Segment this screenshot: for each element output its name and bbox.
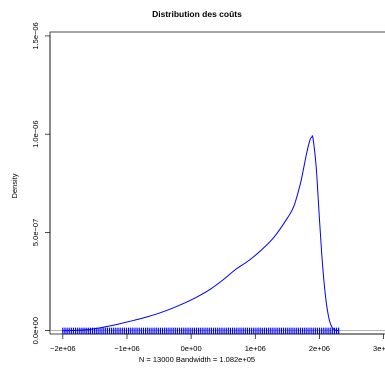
x-tick-label: 3e+06 <box>373 344 385 353</box>
y-tick-label: 5.0e−07 <box>31 219 40 246</box>
y-tick-label: 1.5e−06 <box>31 22 40 49</box>
rug-marks <box>62 327 340 334</box>
y-tick-label: 0.0e+00 <box>31 317 40 344</box>
axes: −2e+06 −1e+06 0e+00 1e+06 2e+06 3e+06 0.0e+00 5… <box>31 22 385 353</box>
chart-title: Distribution des coûts <box>152 9 242 19</box>
x-tick-label: −2e+06 <box>50 344 75 353</box>
density-curve <box>62 135 339 332</box>
x-tick-label: 1e+06 <box>245 344 266 353</box>
y-axis-label: Density <box>10 173 19 198</box>
x-tick-label: −1e+06 <box>114 344 139 353</box>
x-tick-label: 0e+00 <box>181 344 202 353</box>
y-tick-label: 1.0e−06 <box>31 121 40 148</box>
plot-frame <box>49 31 385 335</box>
x-axis-label: N = 13000 Bandwidth = 1.082e+05 <box>139 355 255 364</box>
x-tick-label: 2e+06 <box>309 344 330 353</box>
